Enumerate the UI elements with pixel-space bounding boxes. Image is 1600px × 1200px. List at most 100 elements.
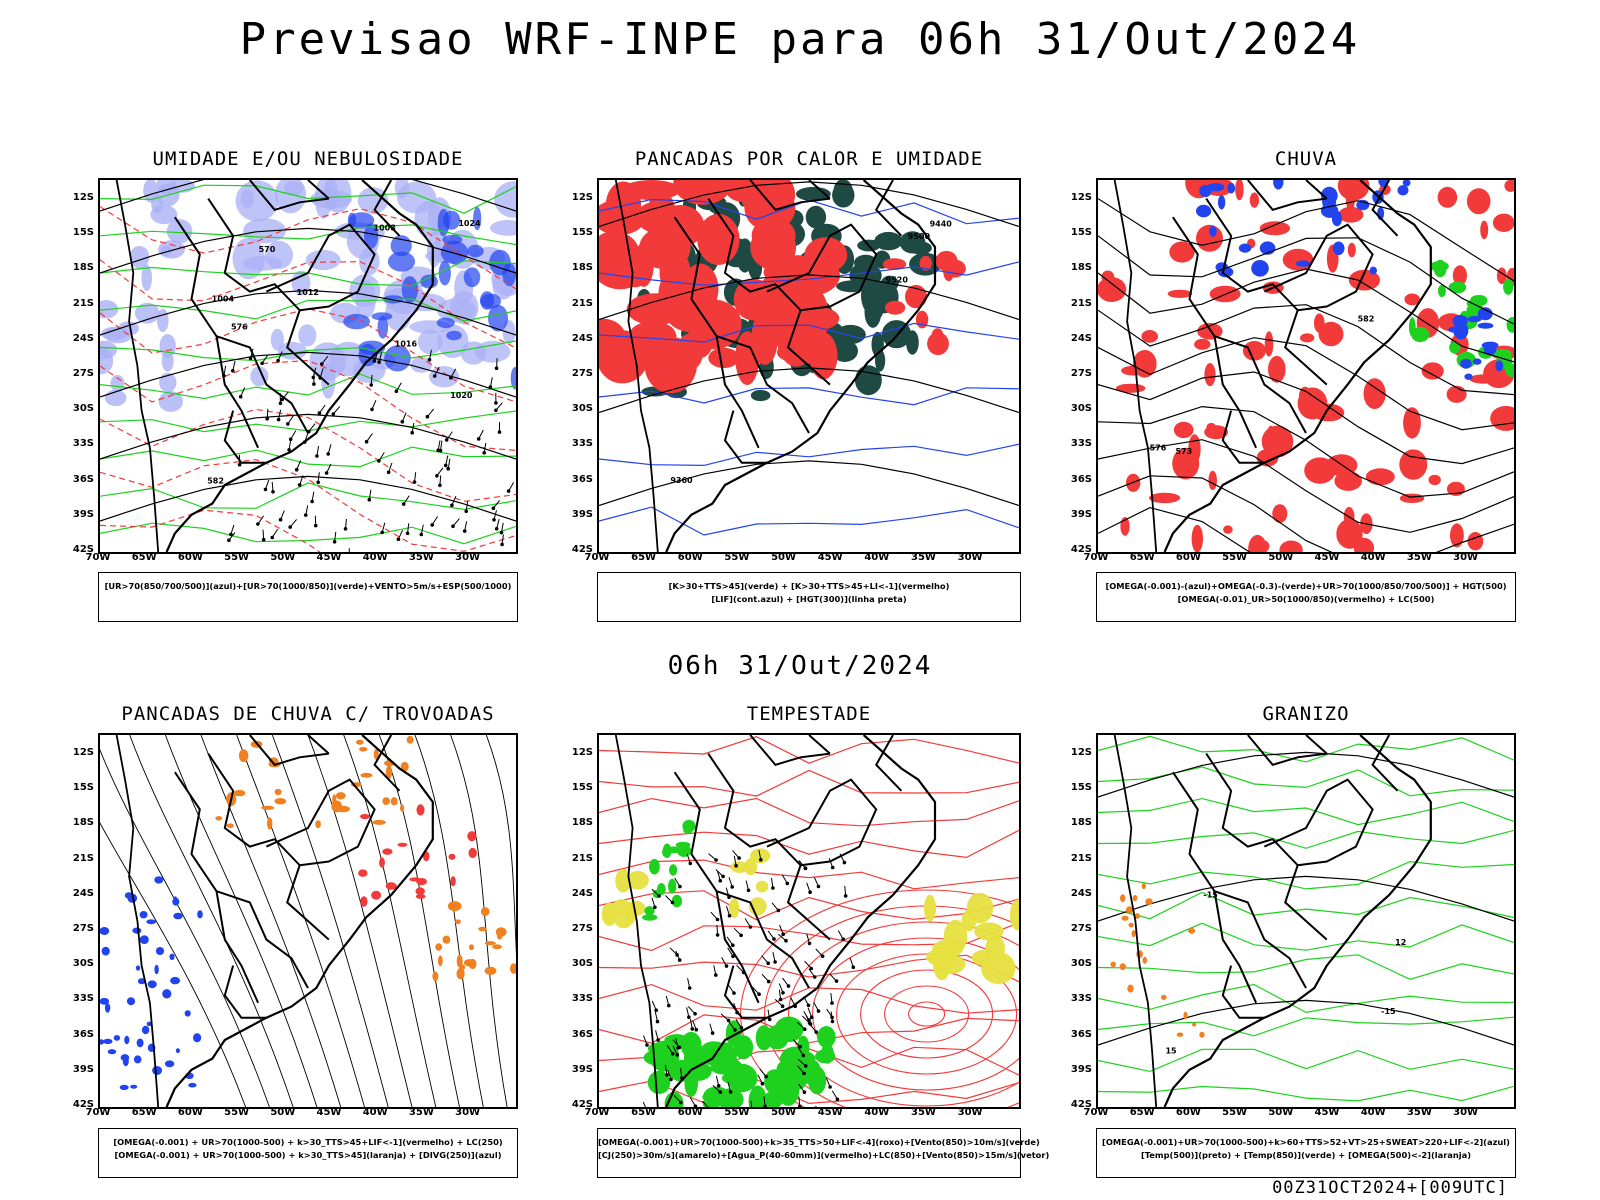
y-tick-label: 33S [1070,438,1092,450]
x-tick-label: 65W [1129,1107,1155,1118]
legend-line: [K>30+TTS>45](verde) + [K>30+TTS>45+LI<-… [668,581,950,591]
legend-box-umidade: [UR>70(850/700/500)](azul)+[UR>70(1000/8… [98,572,518,622]
y-tick-label: 24S [1070,332,1092,344]
x-tick-label: 55W [724,552,750,563]
divg-blue-fill [100,876,203,1091]
contour-label: 576 [1150,443,1167,452]
y-tick-label: 15S [72,782,94,794]
panel-title-chuva: CHUVA [1274,148,1338,170]
y-tick-label: 12S [1070,192,1092,203]
x-tick-label: 30W [957,552,983,563]
y-tick-label: 36S [72,473,94,485]
y-tick-label: 42S [72,1099,94,1110]
x-tick-label: 70W [584,1107,610,1118]
y-tick-label: 30S [1070,958,1092,970]
y-tick-label: 27S [72,368,94,379]
x-tick-label: 70W [85,1107,111,1118]
x-tick-label: 60W [677,1107,703,1118]
x-tick-label: 55W [724,1107,750,1118]
y-tick-label: 24S [1070,887,1092,899]
x-tick-label: 55W [1222,1107,1248,1118]
x-tick-label: 40W [864,552,890,563]
x-tick-label: 50W [270,552,296,563]
legend-line: [OMEGA(-0.001)+UR>70(1000-500)+k>35_TTS>… [598,1137,1040,1147]
y-tick-label: 12S [571,747,593,758]
x-tick-label: 70W [584,552,610,563]
x-tick-label: 45W [817,1107,843,1118]
contour-label: 1004 [212,295,235,304]
x-tick-label: 30W [455,552,481,563]
y-tick-label: 18S [72,817,94,829]
y-tick-label: 39S [571,508,593,520]
map-panel-granizo: -15 12 -15 15 [1096,733,1516,1109]
y-tick-label: 36S [571,1028,593,1040]
legend-line: [Temp(500)](preto) + [Temp(850)](verde) … [1140,1150,1472,1160]
x-tick-label: 60W [1175,552,1201,563]
panel-title-tempestade: TEMPESTADE [746,703,872,725]
lif-contours [599,198,1019,536]
y-tick-label: 15S [1070,782,1092,794]
contour-label: 573 [1175,447,1192,456]
y-tick-label: 15S [571,782,593,794]
k-tts-li-red-fill [599,180,848,394]
x-tick-label: 60W [1175,1107,1201,1118]
contour-label: -15 [1381,1007,1396,1016]
legend-box-pancadas-calor: [K>30+TTS>45](verde) + [K>30+TTS>45+LI<-… [597,572,1021,622]
legend-box-granizo: [OMEGA(-0.001)+UR>70(1000-500)+k>60+TTS>… [1096,1128,1516,1178]
temp-850-contours [1098,735,1514,1102]
x-tick-label: 30W [1453,1107,1479,1118]
y-tick-label: 42S [571,1099,593,1110]
x-tick-label: 45W [1314,552,1340,563]
contour-label: 570 [259,245,276,254]
humidity-1000-850-contours [100,184,516,545]
map-borders [115,180,434,552]
legend-line: [OMEGA(-0.001)+UR>70(1000-500)+k>60+TTS>… [1102,1137,1510,1147]
contour-labels: -15 12 -15 15 [1165,891,1406,1056]
x-tick-label: 35W [910,1107,936,1118]
y-tick-label: 39S [1070,508,1092,520]
x-tick-label: 40W [1360,552,1386,563]
y-tick-label: 21S [1070,852,1092,864]
y-tick-label: 18S [72,262,94,274]
contour-label: 9500 [908,232,931,241]
temp-500-contours [1098,751,1514,1046]
y-tick-label: 42S [571,544,593,555]
legend-line: [CJ(250)>30m/s](amarelo)+[Agua_P(40-60mm… [598,1150,1050,1160]
hgt-300-contours [599,181,1019,507]
x-tick-label: 50W [270,1107,296,1118]
x-tick-label: 65W [131,1107,157,1118]
x-tick-label: 35W [1406,1107,1432,1118]
omega-500-orange-fill [1110,883,1205,1038]
x-tick-label: 65W [631,1107,657,1118]
contour-labels: 582 576 573 [1150,314,1375,456]
x-tick-label: 45W [316,552,342,563]
humidity-west-fill [100,180,195,412]
map-borders [614,180,937,552]
legend-line: [UR>70(850/700/500)](azul)+[UR>70(1000/8… [104,581,512,591]
legend-line: [OMEGA(-0.001)-(azul)+OMEGA(-0.3)-(verde… [1105,581,1507,591]
y-tick-label: 36S [1070,473,1092,485]
legend-box-trovoadas: [OMEGA(-0.001) + UR>70(1000-500) + k>30_… [98,1128,518,1178]
y-tick-label: 12S [1070,747,1092,758]
y-tick-label: 30S [571,958,593,970]
cj-250-yellow-west-fill [601,868,649,929]
legend-box-chuva: [OMEGA(-0.001)-(azul)+OMEGA(-0.3)-(verde… [1096,572,1516,622]
lc-850-contours [599,736,1019,1105]
y-tick-label: 27S [1070,923,1092,934]
mid-time-label: 06h 31/Out/2024 [667,651,933,681]
x-tick-label: 60W [177,552,203,563]
vento-850-green-north-fill [642,819,696,921]
contour-label: 9440 [930,220,953,229]
y-tick-label: 18S [1070,262,1092,274]
y-tick-label: 36S [72,1028,94,1040]
x-tick-label: 65W [631,552,657,563]
contour-label: -15 [1203,891,1218,900]
pressure-contours [100,180,516,522]
y-tick-label: 30S [1070,403,1092,415]
map-borders [115,735,434,1107]
map-borders [1113,735,1432,1107]
contour-label: 9520 [886,276,909,285]
map-panel-trovoadas [98,733,518,1109]
contour-label: 15 [1165,1046,1177,1055]
y-tick-label: 39S [1070,1063,1092,1075]
